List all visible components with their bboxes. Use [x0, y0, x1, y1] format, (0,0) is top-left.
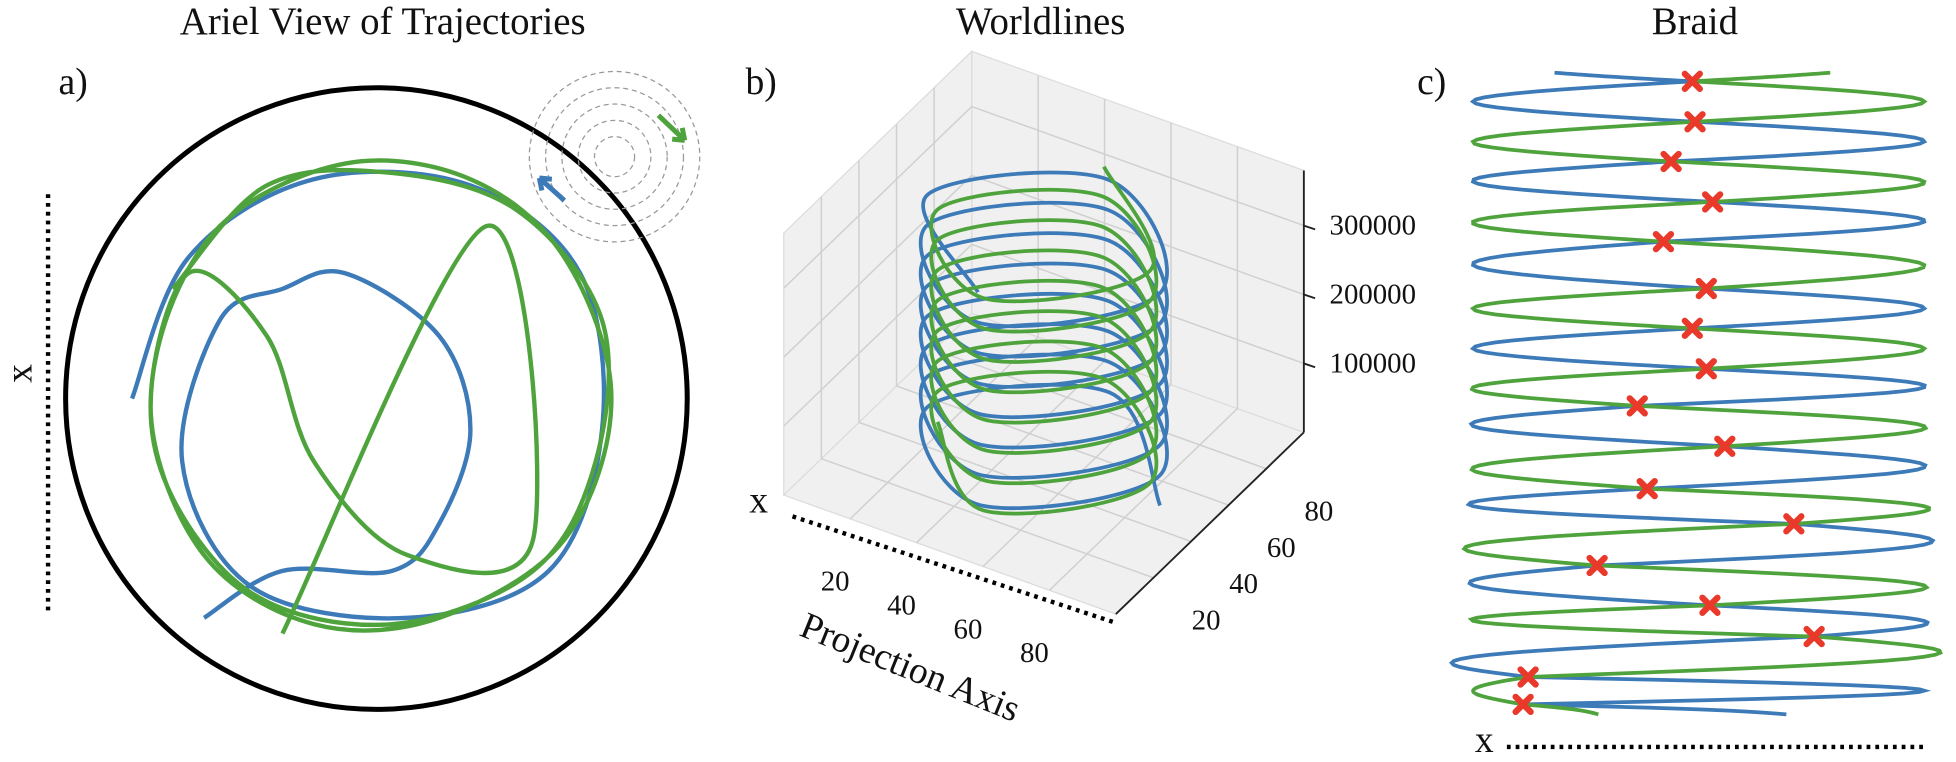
z-tick-label: 300000 — [1330, 210, 1416, 242]
crossing — [1699, 594, 1721, 616]
inset-icon — [528, 70, 701, 243]
grid-line — [849, 336, 1039, 520]
crossing — [1586, 554, 1608, 577]
crossing — [1652, 230, 1675, 253]
axis-label: x — [1475, 720, 1494, 761]
worldline — [929, 165, 1159, 516]
crossing-mark — [1626, 395, 1648, 417]
crossing — [1803, 625, 1825, 648]
crossing-mark — [1699, 594, 1721, 616]
crossing-mark — [1714, 435, 1736, 457]
grid-line — [783, 105, 973, 289]
strand — [1449, 70, 1936, 717]
z-tick — [1303, 362, 1316, 369]
crossing-mark — [1660, 150, 1682, 173]
arena — [63, 85, 690, 712]
crossing — [1517, 666, 1539, 688]
crossing-mark — [1695, 358, 1717, 380]
y-tick-label: 60 — [1267, 532, 1296, 564]
grid-line — [783, 243, 973, 427]
crossing-mark — [1517, 666, 1539, 688]
z-tick — [1303, 293, 1316, 300]
grid-line — [821, 457, 1154, 579]
trajectory — [129, 169, 607, 621]
crossing — [1512, 693, 1534, 716]
crossing-mark — [1701, 191, 1724, 213]
crossing — [1626, 395, 1648, 417]
x-axis-label: Projection Axis — [795, 605, 1026, 730]
crossing-mark — [1512, 693, 1534, 716]
y-tick-label: 80 — [1304, 495, 1333, 527]
panel-title: Braid — [1652, 0, 1738, 43]
crossing-mark — [1695, 277, 1717, 300]
crossing — [1701, 191, 1724, 213]
crossing-mark — [1681, 70, 1703, 92]
x-tick-label: 40 — [887, 589, 916, 621]
crossing-mark — [1586, 554, 1608, 577]
x-tick-label: 20 — [821, 566, 850, 598]
crossing-mark — [1636, 477, 1658, 500]
crossing-mark — [1783, 513, 1805, 535]
crossing-mark — [1652, 230, 1675, 253]
axis-line — [791, 514, 1117, 625]
crossing — [1684, 111, 1706, 133]
axis-label: x — [749, 480, 768, 521]
crossing-mark — [1684, 111, 1706, 133]
y-tick-label: 20 — [1192, 604, 1221, 636]
panel-label: b) — [746, 62, 777, 103]
z-tick — [1303, 224, 1316, 231]
crossing — [1681, 70, 1703, 92]
crossing — [1660, 150, 1682, 173]
grid-line — [971, 105, 1305, 227]
panel-label: c) — [1417, 62, 1446, 103]
panel-label: a) — [59, 62, 88, 103]
side-pane — [783, 49, 973, 497]
panel-title: Worldlines — [956, 0, 1126, 43]
crossing-mark — [1681, 317, 1703, 339]
z-tick-label: 100000 — [1330, 348, 1416, 380]
y-tick-label: 40 — [1229, 568, 1258, 600]
crossing — [1636, 477, 1658, 500]
x-tick-label: 60 — [954, 613, 983, 645]
y-axis — [1115, 431, 1305, 615]
crossing-mark — [1803, 625, 1825, 648]
crossing — [1714, 435, 1736, 457]
grid-line — [1048, 408, 1238, 591]
x-tick-label: 80 — [1020, 637, 1049, 669]
panel-title: Ariel View of Trajectories — [180, 0, 586, 43]
crossing — [1783, 513, 1805, 535]
crossing — [1695, 277, 1717, 300]
trajectory — [148, 158, 614, 635]
crossing — [1695, 358, 1717, 380]
z-tick-label: 200000 — [1330, 279, 1416, 311]
crossing — [1681, 317, 1703, 339]
axis-label: x — [0, 364, 41, 383]
